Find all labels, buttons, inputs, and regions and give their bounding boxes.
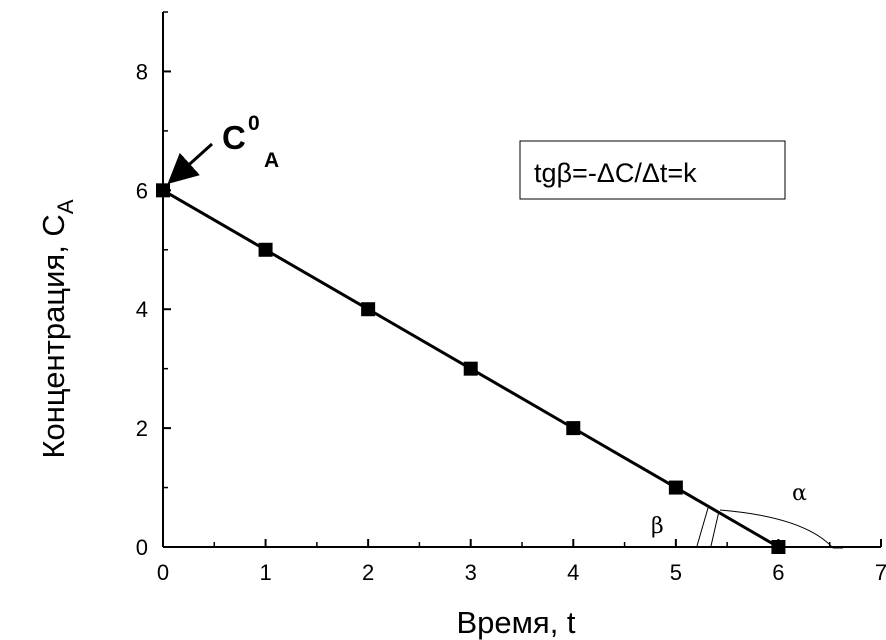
- angle-annotations: [696, 507, 843, 549]
- y-axis-title: Концентрация, CA: [36, 199, 78, 458]
- y-tick-label: 0: [136, 535, 148, 560]
- x-tick-label: 4: [567, 560, 579, 585]
- tick-labels: 0 1 2 3 4 5 6 7 0 2 4 6 8: [136, 59, 886, 585]
- y-axis-title-main: Концентрация, C: [36, 214, 71, 458]
- data-point-marker: [258, 242, 273, 257]
- beta-label: β: [651, 514, 664, 539]
- y-axis-title-sub: A: [53, 199, 78, 214]
- formula-text: tgβ=-ΔC/Δt=k: [534, 158, 697, 188]
- initial-concentration-label: C: [222, 119, 246, 156]
- data-point-marker: [771, 540, 786, 554]
- series: [156, 183, 786, 554]
- y-tick-label: 8: [136, 59, 148, 84]
- y-tick-label: 4: [136, 297, 148, 322]
- alpha-label: α: [792, 481, 807, 506]
- y-tick-label: 2: [136, 416, 148, 441]
- x-tick-label: 5: [670, 560, 682, 585]
- x-tick-label: 6: [772, 560, 784, 585]
- y-tick-label: 6: [136, 178, 148, 203]
- data-point-marker: [156, 183, 170, 198]
- data-point-marker: [566, 421, 581, 436]
- alpha-arc: [719, 509, 834, 549]
- initial-point-arrow: [167, 142, 214, 185]
- beta-mark-2: [710, 510, 720, 547]
- initial-concentration-sub: A: [264, 149, 279, 172]
- data-point-marker: [668, 480, 683, 495]
- x-tick-label: 0: [157, 560, 169, 585]
- beta-mark-1: [696, 507, 709, 547]
- x-tick-label: 7: [875, 560, 886, 585]
- initial-concentration-sup: 0: [248, 112, 260, 135]
- data-point-marker: [361, 302, 376, 317]
- data-point-marker: [463, 361, 478, 376]
- x-tick-label: 3: [465, 560, 477, 585]
- ticks: [162, 11, 882, 548]
- x-axis-title: Время, t: [456, 605, 575, 640]
- x-tick-label: 1: [259, 560, 271, 585]
- x-tick-label: 2: [362, 560, 374, 585]
- formula-box: [519, 140, 786, 200]
- svg-text:Концентрация, CA: Концентрация, CA: [36, 199, 78, 458]
